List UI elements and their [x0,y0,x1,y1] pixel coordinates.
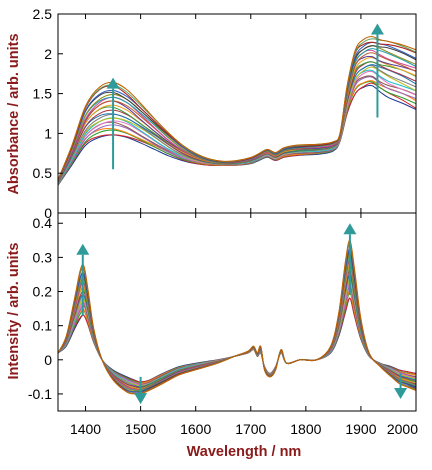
bottom-spectra [58,239,416,395]
x-tick-label: 1500 [125,421,156,437]
top-spectrum-line [58,80,416,185]
bottom-spectrum-line [58,239,416,395]
y-tick-label: 0.5 [33,165,53,181]
absorbance-panel: 0 0.5 1 1.5 2 2.5 [33,6,417,221]
top-spectrum-line [58,41,416,181]
axis-titles: Absorbance / arb. units Intensity / arb.… [6,33,301,460]
x-tick-label: 1700 [235,421,266,437]
trend-arrow-head [394,388,408,400]
y-tick-label: 0.4 [33,215,53,231]
intensity-panel: -0.1 0 0.1 0.2 0.3 0.4 1400 1500 1600 1700 1800 190… [28,212,418,437]
x-tick-label: 1900 [345,421,376,437]
trend-arrow-head [76,243,90,255]
y-tick-label: 0 [44,205,52,221]
x-tick-label: 1800 [290,421,321,437]
x-tick-label: 2000 [387,421,418,437]
top-spectrum-line [58,36,416,180]
intensity-axis-title: Intensity / arb. units [6,243,22,380]
y-tick-label: -0.1 [28,386,52,402]
absorbance-axis-title: Absorbance / arb. units [6,33,22,194]
bottom-plot-frame [57,212,417,412]
y-tick-label: 0.1 [33,318,53,334]
top-spectrum-line [58,41,416,181]
trend-arrow-head [134,393,148,405]
y-tick-label: 1 [44,125,52,141]
top-spectrum-line [58,82,416,185]
x-tick-label: 1400 [70,421,101,437]
wavelength-axis-title: Wavelength / nm [187,444,302,460]
trend-arrow-head [370,23,384,35]
x-tick-label: 1600 [180,421,211,437]
y-tick-label: 2 [44,46,52,62]
trend-arrow-head [106,77,120,89]
y-tick-label: 0.3 [33,249,53,265]
top-spectra [58,36,416,186]
y-tick-label: 2.5 [33,6,53,22]
y-tick-label: 0 [44,352,52,368]
y-tick-label: 0.2 [33,284,53,300]
y-tick-label: 1.5 [33,86,53,102]
trend-arrow-head [343,223,357,235]
top-spectrum-line [58,38,416,181]
